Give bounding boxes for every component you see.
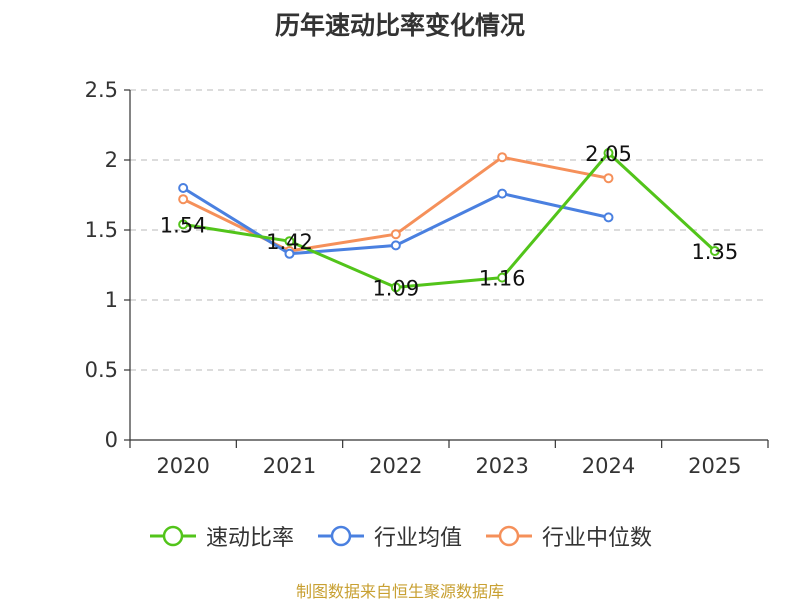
y-tick-label: 0.5 <box>85 358 118 382</box>
data-point <box>284 236 295 247</box>
data-labels: 1.54 1.42 1.09 1.16 2.05 1.35 <box>160 142 738 300</box>
data-point <box>497 188 508 199</box>
legend-item[interactable]: 行业中位数 <box>484 520 652 552</box>
data-point <box>178 183 189 193</box>
source-note: 制图数据来自恒生聚源数据库 <box>295 582 504 601</box>
x-tick-label: 2022 <box>369 454 422 478</box>
data-point <box>390 229 401 240</box>
data-point <box>178 194 189 205</box>
y-tick-label: 1.5 <box>85 218 118 242</box>
data-point <box>390 282 401 293</box>
legend: 速动比率 行业均值 行业中位数 <box>0 520 800 552</box>
x-tick-label: 2025 <box>688 454 741 478</box>
legend-circle <box>330 525 352 547</box>
data-point <box>284 248 295 259</box>
data-point <box>497 272 508 283</box>
data-point <box>390 240 401 251</box>
series-group <box>178 148 720 293</box>
legend-label: 行业均值 <box>373 526 462 551</box>
x-tick-label: 2020 <box>156 454 209 478</box>
legend-label: 速动比率 <box>205 526 294 551</box>
data-label: 1.42 <box>266 230 313 254</box>
legend-marker-icon <box>317 525 364 547</box>
data-label: 1.09 <box>372 276 419 300</box>
legend-marker-icon <box>486 525 532 547</box>
y-tick-label: 2.5 <box>85 78 118 102</box>
legend-item[interactable]: 行业均值 <box>316 520 462 552</box>
data-label: 1.16 <box>479 267 526 291</box>
data-point <box>497 152 508 163</box>
data-point <box>603 173 614 184</box>
data-label: 2.05 <box>585 142 632 166</box>
grid-lines <box>130 89 768 371</box>
axes: 0 0.5 1 1.5 2 2.5 2020 2021 2022 2023 2024 2025 <box>85 78 769 478</box>
chart-title: 历年速动比率变化情况 <box>274 11 525 40</box>
x-tick-label: 2024 <box>582 454 635 478</box>
x-tick-label: 2021 <box>263 454 316 478</box>
series-line <box>182 151 716 289</box>
legend-circle <box>162 525 184 547</box>
y-tick-label: 1 <box>105 288 118 312</box>
data-point <box>603 148 614 158</box>
y-tick-label: 0 <box>105 428 118 452</box>
legend-label: 行业中位数 <box>542 526 653 551</box>
legend-marker-icon <box>149 525 196 547</box>
legend-item[interactable]: 速动比率 <box>148 520 294 552</box>
data-point <box>603 212 614 223</box>
data-label: 1.35 <box>691 240 738 264</box>
data-point <box>709 246 720 256</box>
data-label: 1.54 <box>160 213 207 237</box>
data-point <box>178 219 189 230</box>
x-tick-label: 2023 <box>475 454 528 478</box>
y-tick-label: 2 <box>105 148 118 172</box>
legend-circle <box>498 525 520 547</box>
